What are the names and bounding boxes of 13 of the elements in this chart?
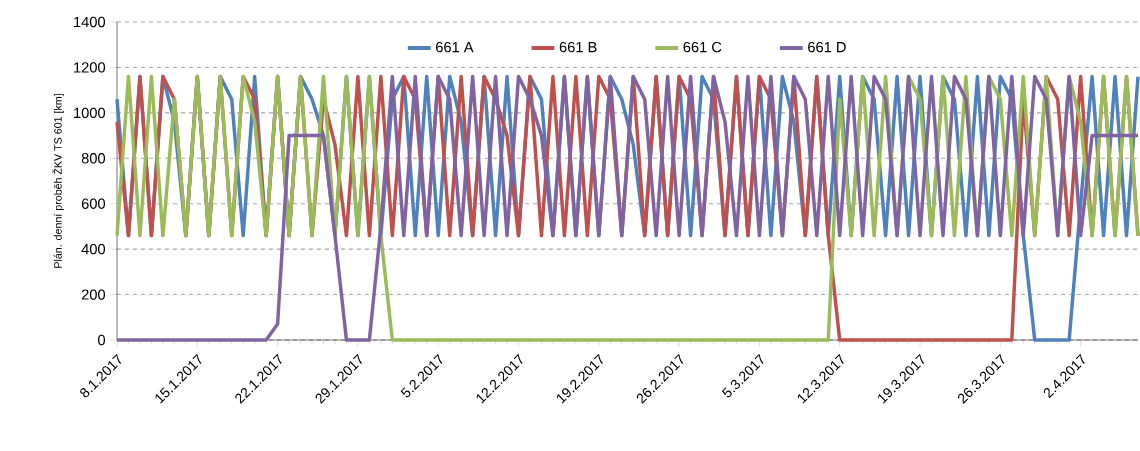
legend-label: 661 B <box>559 41 597 53</box>
y-axis-title: Plán. denní proběh ŽKV TS 601 [km] <box>52 94 64 268</box>
legend-label: 661 C <box>683 41 722 53</box>
y-tick-label: 1400 <box>74 16 106 28</box>
legend-label: 661 A <box>436 41 474 53</box>
y-tick-label: 200 <box>81 289 106 300</box>
y-tick-label: 800 <box>81 153 106 164</box>
y-tick-label: 1200 <box>74 62 106 73</box>
y-tick-label: 600 <box>81 198 106 209</box>
y-tick-label: 400 <box>81 243 106 255</box>
legend-label: 661 D <box>808 41 846 53</box>
y-tick-label: 0 <box>98 334 106 346</box>
y-tick-label: 1000 <box>74 107 106 119</box>
